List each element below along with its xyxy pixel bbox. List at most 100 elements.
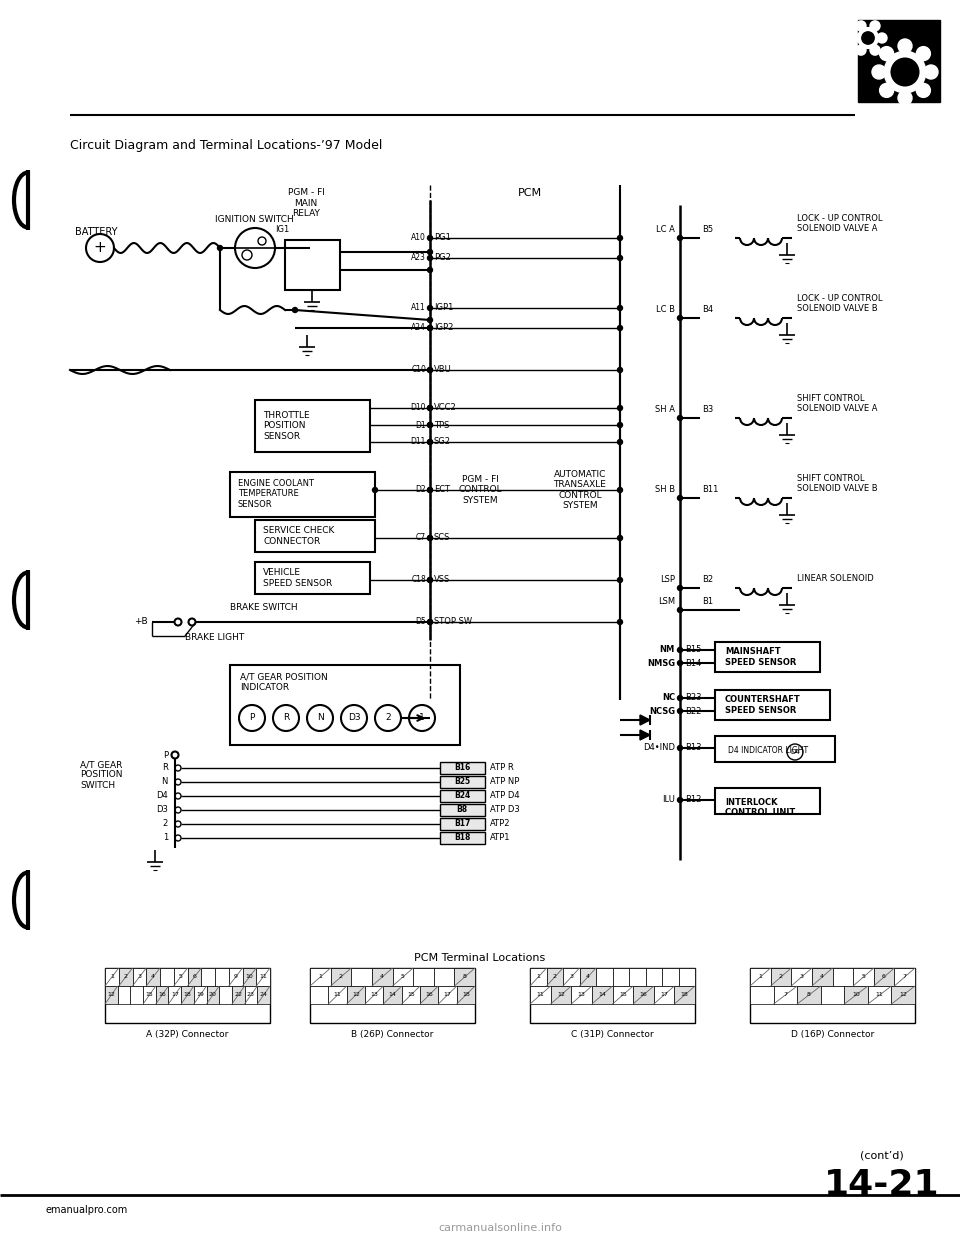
Text: 8: 8 bbox=[807, 992, 811, 997]
Bar bbox=[146, 968, 160, 986]
Text: B16: B16 bbox=[454, 764, 470, 773]
Text: D4 INDICATOR LIGHT: D4 INDICATOR LIGHT bbox=[728, 746, 808, 755]
Text: D11: D11 bbox=[411, 437, 426, 447]
Text: B24: B24 bbox=[454, 791, 470, 801]
Text: 18: 18 bbox=[183, 992, 191, 997]
Circle shape bbox=[849, 34, 859, 43]
Bar bbox=[551, 986, 571, 1004]
Text: LC A: LC A bbox=[656, 226, 675, 235]
Text: B3: B3 bbox=[702, 405, 713, 415]
Bar bbox=[571, 986, 592, 1004]
Text: B14: B14 bbox=[685, 658, 702, 667]
Text: emanualpro.com: emanualpro.com bbox=[45, 1205, 128, 1215]
Circle shape bbox=[617, 620, 622, 625]
Text: 3: 3 bbox=[800, 975, 804, 980]
Text: 20: 20 bbox=[209, 992, 217, 997]
Text: VSS: VSS bbox=[434, 575, 450, 585]
Bar bbox=[365, 986, 383, 1004]
Text: 1: 1 bbox=[163, 833, 168, 842]
Bar bbox=[413, 968, 434, 986]
Text: ENGINE COOLANT
TEMPERATURE
SENSOR: ENGINE COOLANT TEMPERATURE SENSOR bbox=[238, 479, 314, 509]
Bar bbox=[440, 818, 485, 830]
Text: SCS: SCS bbox=[434, 534, 450, 543]
Text: COUNTERSHAFT
SPEED SENSOR: COUNTERSHAFT SPEED SENSOR bbox=[725, 696, 801, 714]
Bar bbox=[530, 968, 695, 1023]
Text: 17: 17 bbox=[444, 992, 451, 997]
Text: LC B: LC B bbox=[656, 306, 675, 314]
Bar bbox=[895, 968, 915, 986]
Bar bbox=[105, 968, 270, 1023]
Text: 5: 5 bbox=[861, 975, 865, 980]
Text: TPS: TPS bbox=[434, 421, 449, 430]
Circle shape bbox=[617, 325, 622, 330]
Text: A10: A10 bbox=[411, 233, 426, 242]
Text: ATP2: ATP2 bbox=[490, 820, 511, 828]
Bar bbox=[596, 968, 612, 986]
Text: 2: 2 bbox=[553, 975, 557, 980]
Bar bbox=[219, 986, 232, 1004]
Bar bbox=[232, 986, 245, 1004]
Text: D5: D5 bbox=[416, 617, 426, 626]
Text: 24: 24 bbox=[259, 992, 268, 997]
Bar bbox=[858, 20, 940, 102]
Bar bbox=[255, 520, 375, 551]
Text: Circuit Diagram and Terminal Locations-’97 Model: Circuit Diagram and Terminal Locations-’… bbox=[70, 139, 382, 152]
Text: 2: 2 bbox=[124, 975, 128, 980]
Text: ECT: ECT bbox=[434, 486, 450, 494]
Circle shape bbox=[427, 440, 433, 445]
Text: THROTTLE
POSITION
SENSOR: THROTTLE POSITION SENSOR bbox=[263, 411, 310, 441]
Bar bbox=[255, 400, 370, 452]
Text: 15: 15 bbox=[407, 992, 415, 997]
Polygon shape bbox=[640, 730, 650, 740]
Text: B15: B15 bbox=[685, 646, 702, 655]
Text: 4: 4 bbox=[820, 975, 825, 980]
Text: 2: 2 bbox=[385, 713, 391, 723]
Text: NMSG: NMSG bbox=[647, 658, 675, 667]
Text: B4: B4 bbox=[702, 306, 713, 314]
Bar bbox=[194, 986, 206, 1004]
Text: LOCK - UP CONTROL
SOLENOID VALVE A: LOCK - UP CONTROL SOLENOID VALVE A bbox=[797, 214, 882, 233]
Text: N: N bbox=[317, 713, 324, 723]
Bar bbox=[285, 240, 340, 289]
Text: 15: 15 bbox=[619, 992, 627, 997]
Text: 16: 16 bbox=[425, 992, 433, 997]
Bar bbox=[310, 986, 328, 1004]
Text: VCC2: VCC2 bbox=[434, 404, 457, 412]
Bar bbox=[440, 790, 485, 802]
Text: C18: C18 bbox=[411, 575, 426, 585]
Bar bbox=[202, 968, 215, 986]
Bar bbox=[774, 986, 797, 1004]
Circle shape bbox=[924, 65, 938, 79]
Text: N: N bbox=[161, 777, 168, 786]
Text: 12: 12 bbox=[900, 992, 907, 997]
Bar bbox=[750, 968, 915, 1023]
Bar bbox=[440, 763, 485, 774]
Text: 14: 14 bbox=[389, 992, 396, 997]
Circle shape bbox=[427, 405, 433, 411]
Text: A/T GEAR
POSITION
SWITCH: A/T GEAR POSITION SWITCH bbox=[80, 760, 123, 790]
Bar bbox=[401, 986, 420, 1004]
Bar bbox=[132, 968, 146, 986]
Text: PGM - FI
CONTROL
SYSTEM: PGM - FI CONTROL SYSTEM bbox=[458, 476, 502, 505]
Text: 15: 15 bbox=[146, 992, 154, 997]
Circle shape bbox=[617, 488, 622, 493]
Text: LSM: LSM bbox=[658, 597, 675, 606]
Bar bbox=[330, 968, 351, 986]
Text: SHIFT CONTROL
SOLENOID VALVE B: SHIFT CONTROL SOLENOID VALVE B bbox=[797, 473, 877, 493]
Bar bbox=[434, 968, 454, 986]
Circle shape bbox=[617, 578, 622, 582]
Circle shape bbox=[427, 422, 433, 427]
Circle shape bbox=[427, 620, 433, 625]
Circle shape bbox=[678, 745, 683, 750]
Bar bbox=[168, 986, 181, 1004]
Bar bbox=[580, 968, 596, 986]
Bar bbox=[351, 968, 372, 986]
Text: B17: B17 bbox=[454, 820, 470, 828]
Circle shape bbox=[293, 308, 298, 313]
Text: D1: D1 bbox=[416, 421, 426, 430]
Bar bbox=[181, 986, 194, 1004]
Bar bbox=[654, 986, 674, 1004]
Text: VEHICLE
SPEED SENSOR: VEHICLE SPEED SENSOR bbox=[263, 569, 332, 587]
Bar bbox=[592, 986, 612, 1004]
Text: B11: B11 bbox=[702, 486, 718, 494]
